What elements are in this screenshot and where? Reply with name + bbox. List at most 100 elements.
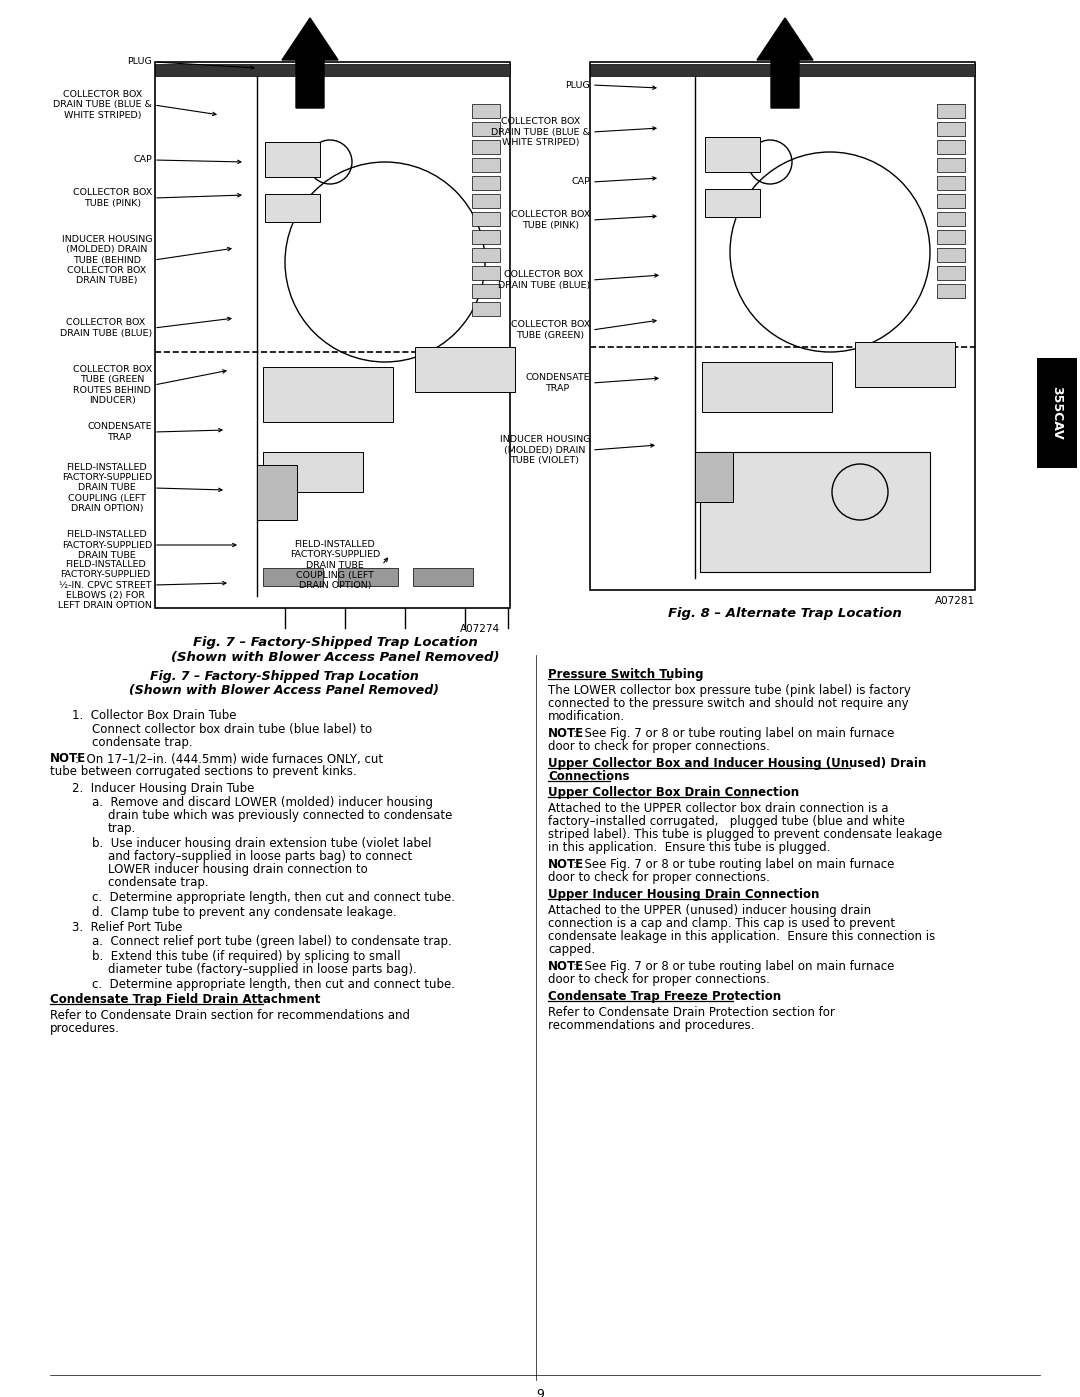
Text: COLLECTOR BOX
DRAIN TUBE (BLUE): COLLECTOR BOX DRAIN TUBE (BLUE) (59, 319, 152, 338)
Text: door to check for proper connections.: door to check for proper connections. (548, 740, 770, 753)
Text: diameter tube (factory–supplied in loose parts bag).: diameter tube (factory–supplied in loose… (108, 963, 417, 977)
Bar (590, 61, 975, 590)
Bar (415, 346, 515, 393)
Bar (937, 265, 966, 279)
Bar (413, 569, 473, 585)
Text: condensate leakage in this application.  Ensure this connection is: condensate leakage in this application. … (548, 930, 935, 943)
Bar (265, 142, 320, 177)
Text: COLLECTOR BOX
TUBE (GREEN
ROUTES BEHIND
INDUCER): COLLECTOR BOX TUBE (GREEN ROUTES BEHIND … (72, 365, 152, 405)
Text: FIELD-INSTALLED
FACTORY-SUPPLIED
DRAIN TUBE
COUPLING (LEFT
DRAIN OPTION): FIELD-INSTALLED FACTORY-SUPPLIED DRAIN T… (62, 462, 152, 513)
Bar (702, 362, 832, 412)
Text: FIELD-INSTALLED
FACTORY-SUPPLIED
DRAIN TUBE
COUPLING (LEFT
DRAIN OPTION): FIELD-INSTALLED FACTORY-SUPPLIED DRAIN T… (289, 539, 380, 591)
Text: capped.: capped. (548, 943, 595, 956)
Text: Fig. 7 – Factory-Shipped Trap Location: Fig. 7 – Factory-Shipped Trap Location (192, 636, 477, 650)
Text: in this application.  Ensure this tube is plugged.: in this application. Ensure this tube is… (548, 841, 831, 854)
Text: door to check for proper connections.: door to check for proper connections. (548, 972, 770, 986)
Text: striped label). This tube is plugged to prevent condensate leakage: striped label). This tube is plugged to … (548, 828, 942, 841)
Text: b.  Extend this tube (if required) by splicing to small: b. Extend this tube (if required) by spl… (92, 950, 401, 963)
Text: door to check for proper connections.: door to check for proper connections. (548, 870, 770, 884)
Bar (265, 194, 320, 222)
Text: factory–installed corrugated,   plugged tube (blue and white: factory–installed corrugated, plugged tu… (548, 814, 905, 828)
Bar (257, 465, 297, 520)
Bar (937, 103, 966, 117)
Text: Connect collector box drain tube (blue label) to: Connect collector box drain tube (blue l… (92, 724, 373, 736)
Text: INDUCER HOUSING
(MOLDED) DRAIN
TUBE (VIOLET): INDUCER HOUSING (MOLDED) DRAIN TUBE (VIO… (499, 434, 590, 465)
Text: INDUCER HOUSING
(MOLDED) DRAIN
TUBE (BEHIND
COLLECTOR BOX
DRAIN TUBE): INDUCER HOUSING (MOLDED) DRAIN TUBE (BEH… (62, 235, 152, 285)
Bar (264, 453, 363, 492)
Text: c.  Determine appropriate length, then cut and connect tube.: c. Determine appropriate length, then cu… (92, 978, 455, 990)
Text: 355CAV: 355CAV (1051, 386, 1064, 440)
Text: a.  Remove and discard LOWER (molded) inducer housing: a. Remove and discard LOWER (molded) ind… (92, 796, 433, 809)
Bar (264, 367, 393, 422)
Bar (1037, 358, 1077, 468)
Text: A07281: A07281 (935, 597, 975, 606)
Text: Fig. 8 – Alternate Trap Location: Fig. 8 – Alternate Trap Location (669, 608, 902, 620)
Text: Refer to Condensate Drain Protection section for: Refer to Condensate Drain Protection sec… (548, 1006, 835, 1018)
Bar (472, 122, 500, 136)
Text: Condensate Trap Freeze Protection: Condensate Trap Freeze Protection (548, 990, 781, 1003)
Bar (937, 176, 966, 190)
Text: CONDENSATE
TRAP: CONDENSATE TRAP (525, 373, 590, 393)
Bar (696, 453, 733, 502)
Text: Fig. 7 – Factory-Shipped Trap Location: Fig. 7 – Factory-Shipped Trap Location (150, 671, 418, 683)
Bar (937, 231, 966, 244)
Bar (937, 158, 966, 172)
Bar (705, 189, 760, 217)
Text: connection is a cap and clamp. This cap is used to prevent: connection is a cap and clamp. This cap … (548, 916, 895, 930)
Text: :  See Fig. 7 or 8 or tube routing label on main furnace: : See Fig. 7 or 8 or tube routing label … (572, 726, 894, 740)
Bar (705, 137, 760, 172)
Bar (937, 212, 966, 226)
Bar (472, 212, 500, 226)
Text: tube between corrugated sections to prevent kinks.: tube between corrugated sections to prev… (50, 766, 356, 778)
Text: Upper Collector Box and Inducer Housing (Unused) Drain: Upper Collector Box and Inducer Housing … (548, 757, 927, 770)
Text: 9: 9 (536, 1389, 544, 1397)
Text: Upper Inducer Housing Drain Connection: Upper Inducer Housing Drain Connection (548, 888, 820, 901)
Text: LOWER inducer housing drain connection to: LOWER inducer housing drain connection t… (108, 863, 368, 876)
Text: recommendations and procedures.: recommendations and procedures. (548, 1018, 755, 1032)
Text: CAP: CAP (133, 155, 152, 165)
Bar (472, 140, 500, 154)
Text: A07274: A07274 (460, 624, 500, 634)
Bar (472, 302, 500, 316)
Text: Attached to the UPPER collector box drain connection is a: Attached to the UPPER collector box drai… (548, 802, 889, 814)
Text: Connections: Connections (548, 770, 630, 782)
Text: Attached to the UPPER (unused) inducer housing drain: Attached to the UPPER (unused) inducer h… (548, 904, 872, 916)
Text: d.  Clamp tube to prevent any condensate leakage.: d. Clamp tube to prevent any condensate … (92, 907, 396, 919)
Text: connected to the pressure switch and should not require any: connected to the pressure switch and sho… (548, 697, 908, 710)
Bar (472, 176, 500, 190)
Text: Pressure Switch Tubing: Pressure Switch Tubing (548, 668, 703, 680)
Text: COLLECTOR BOX
TUBE (PINK): COLLECTOR BOX TUBE (PINK) (511, 211, 590, 229)
Bar (472, 158, 500, 172)
Text: 2.  Inducer Housing Drain Tube: 2. Inducer Housing Drain Tube (72, 782, 255, 795)
Text: modification.: modification. (548, 710, 625, 724)
Bar (264, 569, 323, 585)
Bar (590, 64, 975, 75)
Text: Refer to Condensate Drain section for recommendations and: Refer to Condensate Drain section for re… (50, 1009, 410, 1023)
Bar (855, 342, 955, 387)
Text: :  On 17–1/2–in. (444.5mm) wide furnaces ONLY, cut: : On 17–1/2–in. (444.5mm) wide furnaces … (75, 752, 383, 766)
Text: NOTE: NOTE (50, 752, 86, 766)
Bar (472, 265, 500, 279)
Text: PLUG: PLUG (127, 57, 152, 67)
Text: condensate trap.: condensate trap. (92, 736, 192, 749)
Text: (Shown with Blower Access Panel Removed): (Shown with Blower Access Panel Removed) (129, 685, 438, 697)
Polygon shape (757, 18, 813, 108)
Bar (338, 569, 399, 585)
Bar (156, 61, 510, 608)
Text: Condensate Trap Field Drain Attachment: Condensate Trap Field Drain Attachment (50, 993, 321, 1006)
Bar (937, 140, 966, 154)
Text: PLUG: PLUG (565, 81, 590, 89)
Text: c.  Determine appropriate length, then cut and connect tube.: c. Determine appropriate length, then cu… (92, 891, 455, 904)
Text: b.  Use inducer housing drain extension tube (violet label: b. Use inducer housing drain extension t… (92, 837, 432, 849)
Text: COLLECTOR BOX
DRAIN TUBE (BLUE &
WHITE STRIPED): COLLECTOR BOX DRAIN TUBE (BLUE & WHITE S… (53, 89, 152, 120)
Text: 1.  Collector Box Drain Tube: 1. Collector Box Drain Tube (72, 710, 237, 722)
Bar (937, 194, 966, 208)
Text: CAP: CAP (571, 177, 590, 187)
Polygon shape (282, 18, 338, 108)
Text: drain tube which was previously connected to condensate: drain tube which was previously connecte… (108, 809, 453, 821)
Text: NOTE: NOTE (548, 858, 584, 870)
Text: COLLECTOR BOX
TUBE (PINK): COLLECTOR BOX TUBE (PINK) (72, 189, 152, 208)
Text: Upper Collector Box Drain Connection: Upper Collector Box Drain Connection (548, 787, 799, 799)
Bar (472, 284, 500, 298)
Text: CONDENSATE
TRAP: CONDENSATE TRAP (87, 422, 152, 441)
